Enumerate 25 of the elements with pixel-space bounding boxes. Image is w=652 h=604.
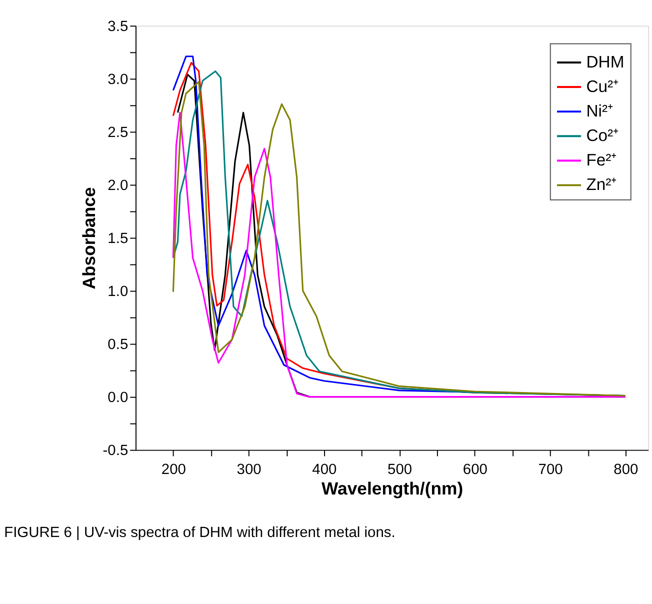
x-tick-label: 200: [161, 462, 186, 478]
y-tick-label: 3.0: [108, 72, 128, 88]
x-tick-label: 800: [614, 462, 638, 478]
legend-label: Co²⁺: [586, 126, 620, 146]
y-tick-label: 0.0: [108, 390, 128, 406]
x-axis-title: Wavelength/(nm): [321, 478, 464, 499]
legend-label: Cu²⁺: [586, 76, 620, 96]
legend-label: Fe²⁺: [586, 150, 618, 170]
x-tick-label: 300: [236, 462, 262, 478]
x-tick-label: 600: [462, 462, 488, 478]
x-tick-label: 400: [312, 462, 337, 478]
y-tick-label: 2.5: [108, 125, 128, 142]
legend-label: Zn²⁺: [586, 175, 618, 194]
y-tick-label: 2.0: [108, 178, 128, 194]
y-tick-label: 1.0: [108, 284, 128, 300]
y-tick-label: 3.5: [108, 19, 128, 36]
legend-label: DHM: [586, 52, 624, 72]
y-tick-label: 1.5: [108, 231, 128, 248]
caption: FIGURE 6 | UV-vis spectra of DHM with different metal ions.: [4, 525, 396, 542]
y-tick-label: 0.5: [108, 337, 128, 354]
x-tick-label: 500: [388, 462, 412, 478]
legend-label: Ni²⁺: [586, 101, 614, 120]
x-tick-label: 700: [538, 462, 563, 478]
y-axis-title: Absorbance: [78, 187, 99, 290]
y-tick-label: -0.5: [102, 443, 128, 460]
